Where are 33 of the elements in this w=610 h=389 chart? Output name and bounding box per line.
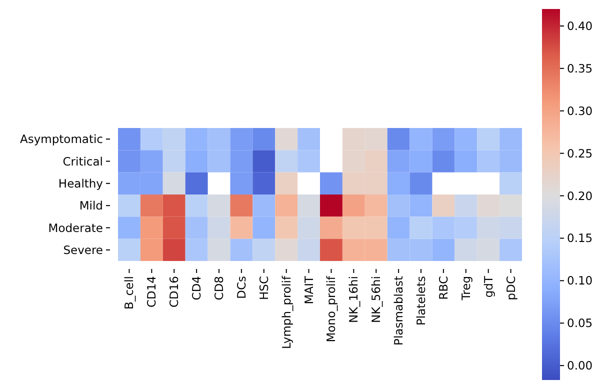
y-tick-label: Healthy bbox=[58, 176, 104, 190]
x-tick-label: CD4 bbox=[190, 276, 204, 300]
color-bar-label: 0.15 bbox=[567, 231, 593, 246]
color-bar-label: 0.40 bbox=[567, 18, 593, 33]
x-tick-label: Plasmablast bbox=[392, 276, 406, 346]
x-tick-label: CD14 bbox=[144, 276, 159, 308]
x-tick-label: Lymph_prolif bbox=[279, 275, 294, 349]
x-tick-label: pDC bbox=[504, 276, 518, 300]
x-tick-label: Mono_prolif bbox=[324, 275, 338, 342]
color-bar-label: 0.20 bbox=[567, 188, 593, 203]
x-tick-label: MAIT bbox=[302, 275, 316, 304]
x-tick-label: NK_56hi bbox=[369, 276, 384, 324]
x-tick-label: Treg bbox=[458, 276, 473, 302]
color-bar-label: 0.05 bbox=[567, 316, 593, 330]
y-tick-label: Critical bbox=[62, 154, 103, 168]
color-bar-label: 0.25 bbox=[567, 146, 593, 160]
x-tick-label: B_cell bbox=[122, 276, 136, 310]
x-tick-label: HSC bbox=[256, 276, 271, 300]
color-bar-label: 0.30 bbox=[567, 104, 593, 118]
x-tick-label: CD8 bbox=[212, 276, 226, 300]
color-bar-label: 0.10 bbox=[567, 274, 593, 288]
color-bar-label: 0.00 bbox=[567, 358, 593, 373]
x-tick-label: RBC bbox=[436, 276, 450, 300]
x-tick-label: NK_16hi bbox=[346, 276, 361, 324]
y-tick-label: Severe bbox=[63, 242, 103, 257]
x-tick-label: Platelets bbox=[414, 276, 428, 326]
y-tick-label: Asymptomatic bbox=[20, 132, 103, 146]
x-tick-label: gdT bbox=[481, 275, 496, 298]
y-tick-label: Moderate bbox=[48, 220, 103, 235]
x-tick-label: CD16 bbox=[167, 276, 182, 308]
color-bar-label: 0.35 bbox=[567, 61, 593, 76]
y-tick-label: Mild bbox=[79, 198, 103, 213]
x-tick-label: DCs bbox=[234, 276, 248, 299]
